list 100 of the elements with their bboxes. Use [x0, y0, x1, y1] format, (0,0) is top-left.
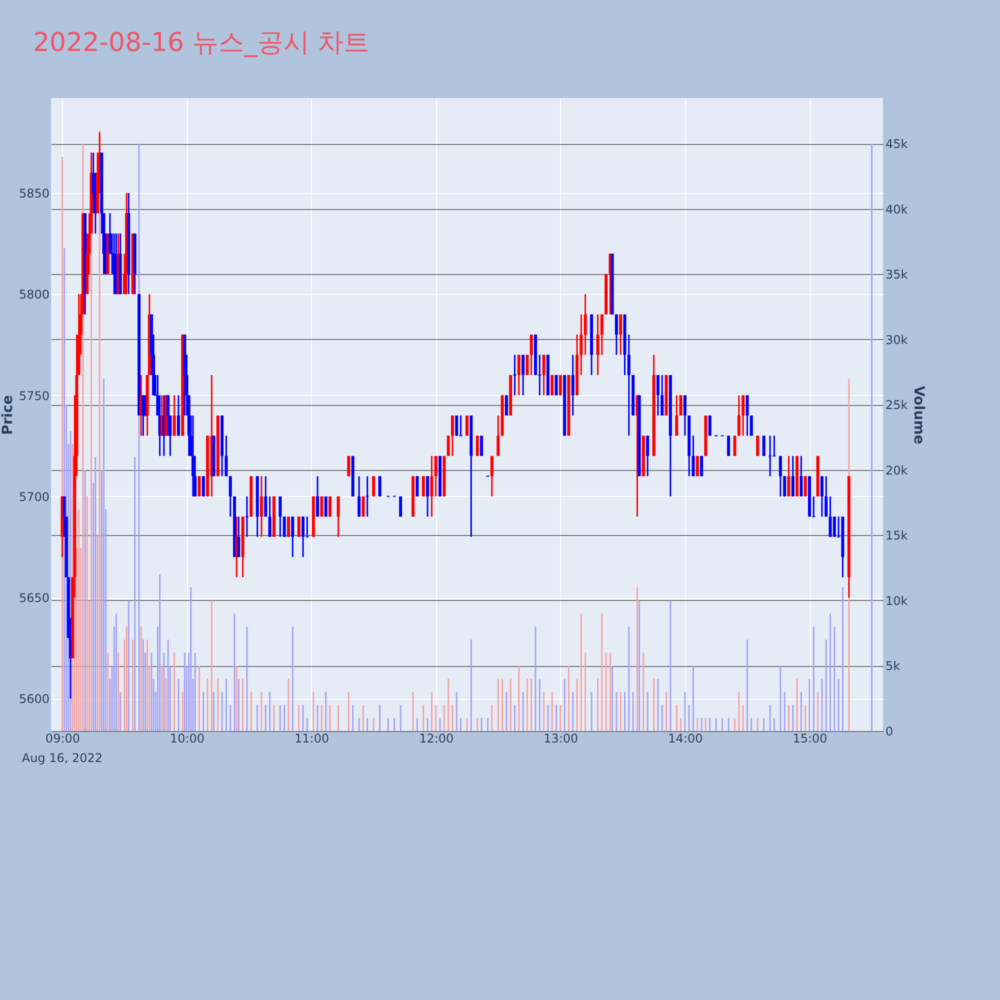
candlestick: [558, 374, 562, 396]
y2-tick-label: 30k: [886, 332, 908, 347]
candlestick: [302, 516, 305, 558]
y-tick-label: 5650: [18, 591, 50, 606]
candlestick: [522, 354, 525, 396]
candlestick: [656, 374, 660, 416]
candlestick: [742, 394, 745, 436]
candlestick: [459, 414, 462, 436]
candlestick: [358, 475, 361, 518]
candlestick: [727, 434, 730, 457]
candlestick: [600, 314, 604, 356]
candlestick: [112, 232, 116, 295]
candlestick: [550, 374, 554, 396]
candlestick: [446, 434, 450, 457]
candlestick: [166, 394, 170, 436]
candlestick: [584, 293, 587, 356]
x-tick-label: 15:00: [792, 732, 828, 746]
candlestick: [297, 516, 300, 538]
candlestick: [517, 354, 520, 396]
candlestick: [245, 496, 248, 538]
candlestick: [434, 455, 438, 498]
candlestick: [596, 314, 600, 376]
candlestick: [260, 475, 263, 538]
y2-tick-label: 40k: [886, 202, 908, 216]
candlestick: [372, 475, 376, 498]
candlestick: [422, 475, 425, 498]
candlestick: [378, 475, 382, 498]
candlestick: [291, 516, 294, 558]
y-tick-label: 5700: [18, 490, 50, 504]
y2-tick-label: 15k: [886, 528, 908, 543]
candlestick: [430, 455, 434, 518]
y2-tick-label: 45k: [886, 137, 908, 152]
candlestick: [692, 434, 695, 477]
candlestick: [832, 516, 836, 538]
candlestick: [791, 455, 794, 498]
candlestick: [783, 475, 786, 498]
candlestick: [787, 455, 790, 498]
y2-tick-label: 0: [886, 724, 894, 738]
candlestick: [416, 475, 419, 498]
y-axis-title: Price: [0, 395, 16, 435]
candlestick: [660, 374, 664, 416]
candlestick: [804, 475, 807, 498]
x-tick-label: 09:00: [45, 732, 80, 746]
candlestick: [366, 475, 369, 518]
candlestick: [762, 434, 766, 457]
candlestick: [142, 394, 145, 436]
y2-tick-label: 20k: [886, 463, 908, 478]
candlestick: [316, 475, 320, 518]
y2-tick-label: 10k: [886, 594, 908, 608]
candlestick: [619, 314, 622, 356]
candlestick: [228, 475, 232, 518]
candlestick: [746, 394, 749, 436]
x-tick-label: 14:00: [668, 732, 703, 746]
candlestick: [737, 394, 740, 436]
candlestick: [282, 516, 286, 538]
candlestick: [571, 354, 574, 416]
candlestick: [778, 455, 782, 498]
candlestick: [768, 434, 772, 477]
candlestick: [264, 475, 268, 518]
candlestick: [772, 434, 776, 457]
candlestick: [237, 516, 240, 558]
candlestick: [800, 455, 803, 498]
candlestick: [542, 354, 546, 396]
y2-tick-label: 25k: [886, 398, 908, 412]
candlestick: [192, 414, 194, 498]
candlestick: [708, 414, 712, 436]
candlestick: [476, 434, 479, 457]
candlestick: [614, 314, 618, 356]
candlestick: [224, 434, 228, 477]
y-tick-label: 5850: [18, 186, 50, 201]
text: Aug 16, 2022: [22, 751, 103, 765]
candlestick: [480, 434, 484, 457]
candlestick: [198, 475, 201, 498]
candlestick: [683, 394, 686, 436]
candlestick: [336, 496, 340, 538]
x-tick-label: 13:00: [544, 732, 578, 746]
candlestick: [750, 414, 753, 436]
y-tick-label: 5600: [18, 692, 50, 706]
candlestick: [172, 394, 176, 436]
candlestick: [450, 414, 454, 457]
candlestick: [278, 496, 282, 538]
candlestick: [646, 434, 650, 477]
candlestick: [828, 496, 832, 538]
candlestick: [455, 414, 458, 436]
x-tick-label: 10:00: [170, 732, 205, 746]
candlestick: [490, 455, 494, 498]
candlestick: [426, 475, 430, 518]
chart-title: 2022-08-16 뉴스_공시 차트: [33, 28, 370, 58]
candlestick: [202, 475, 205, 498]
candlestick: [820, 475, 824, 518]
candlestick: [268, 496, 272, 538]
y2-tick-label: 5k: [886, 659, 900, 674]
candlestick: [824, 475, 828, 518]
y2-axis-title: Volume: [910, 386, 927, 444]
candlestick: [496, 414, 500, 457]
candlestick: [530, 334, 533, 376]
candlestick: [756, 434, 760, 457]
candlestick: [513, 354, 516, 396]
candlestick: [580, 314, 583, 376]
candlestick: [733, 434, 736, 457]
